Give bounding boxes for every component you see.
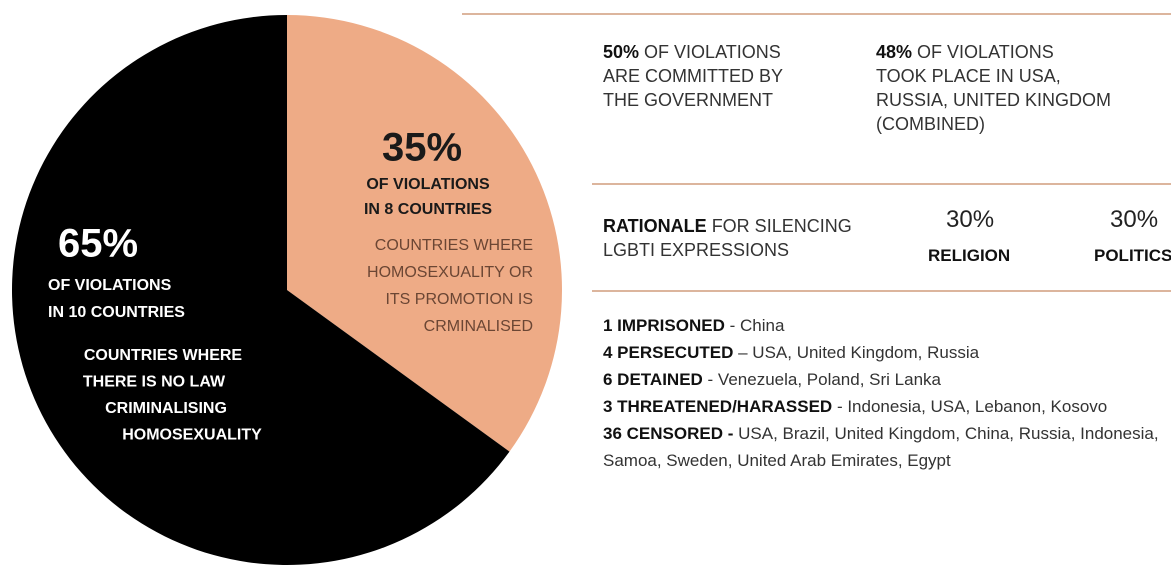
violation: 4 PERSECUTED – USA, United Kingdom, Russ… bbox=[603, 339, 1163, 366]
rationale-value: 30% bbox=[1110, 206, 1159, 233]
violation-text: USA, Brazil, United Kingdom, China, Russ… bbox=[603, 424, 1159, 470]
violation: 6 DETAINED - Venezuela, Poland, Sri Lank… bbox=[603, 366, 1163, 393]
violation-label: 6 DETAINED bbox=[603, 370, 703, 389]
rationale-line: RATIONALE FOR SILENCING bbox=[603, 214, 852, 238]
slice-subtitle: OF VIOLATIONS bbox=[366, 176, 490, 193]
rationale-line: LGBTI EXPRESSIONS bbox=[603, 240, 790, 260]
fact-line: 50% OF VIOLATIONS bbox=[603, 40, 783, 64]
pie-slice bbox=[11, 15, 510, 565]
fact-line: ARE COMMITTED BY bbox=[603, 66, 784, 86]
violation: 36 CENSORED - USA, Brazil, United Kingdo… bbox=[603, 420, 1163, 474]
rationale-value: 30% bbox=[946, 206, 995, 233]
violation-text: - China bbox=[729, 316, 785, 335]
pie-chart: 35% OF VIOLATIONS IN 8 COUNTRIES COUNTRIES … bbox=[11, 15, 562, 565]
violation: 3 THREATENED/HARASSED - Indonesia, USA, … bbox=[603, 393, 1163, 420]
value-label: 35% bbox=[382, 126, 462, 170]
pie-slice bbox=[287, 15, 562, 452]
fact: 48% OF VIOLATIONS TOOK PLACE IN USA, RUSSI… bbox=[876, 40, 1111, 136]
slice-description: ITS PROMOTION IS bbox=[385, 291, 533, 308]
fact-line: 48% OF VIOLATIONS bbox=[876, 40, 1111, 64]
fact-line: TOOK PLACE IN USA, bbox=[876, 66, 1061, 86]
violation-label: 4 PERSECUTED bbox=[603, 343, 734, 362]
violation-text: – USA, United Kingdom, Russia bbox=[738, 343, 980, 362]
rationale-text: RATIONALE FOR SILENCING LGBTI EXPRESSIONS bbox=[603, 214, 852, 262]
fact-line: (COMBINED) bbox=[876, 114, 985, 134]
divider bbox=[462, 13, 1171, 15]
slice-description: COUNTRIES WHERE bbox=[84, 347, 243, 364]
slice-subtitle: OF VIOLATIONS bbox=[48, 277, 172, 294]
fact-highlight: 50% bbox=[603, 42, 640, 62]
slice-description: HOMOSEXUALITY OR bbox=[367, 264, 533, 281]
violation-label: 3 THREATENED/HARASSED bbox=[603, 397, 833, 416]
fact-line: THE GOVERNMENT bbox=[603, 90, 774, 110]
slice-description: THERE IS NO LAW bbox=[83, 374, 226, 391]
divider bbox=[592, 183, 1171, 185]
rationale-line: FOR SILENCING bbox=[711, 216, 852, 236]
rationale-label: RELIGION bbox=[928, 246, 1011, 265]
slice-description: CRMINALISED bbox=[424, 318, 533, 335]
slice-description: COUNTRIES WHERE bbox=[375, 237, 533, 254]
rationale-label: POLITICS bbox=[1094, 246, 1171, 265]
slice-description: CRIMINALISING bbox=[105, 400, 227, 417]
violation-list: 1 IMPRISONED - China 4 PERSECUTED – USA, … bbox=[603, 312, 1163, 474]
fact: 50% OF VIOLATIONS ARE COMMITTED BY THE GOV… bbox=[603, 40, 783, 112]
fact-line: RUSSIA, UNITED KINGDOM bbox=[876, 90, 1112, 110]
slice-subtitle: IN 8 COUNTRIES bbox=[364, 201, 492, 218]
value-label: 65% bbox=[58, 222, 138, 266]
violation-label: 1 IMPRISONED bbox=[603, 316, 725, 335]
violation-text: - Venezuela, Poland, Sri Lanka bbox=[707, 370, 941, 389]
violation-text: - Indonesia, USA, Lebanon, Kosovo bbox=[836, 397, 1108, 416]
slice-subtitle: IN 10 COUNTRIES bbox=[48, 304, 185, 321]
fact-highlight: 48% bbox=[876, 42, 913, 62]
violation-label: 36 CENSORED - bbox=[603, 424, 734, 443]
rationale-highlight: RATIONALE bbox=[603, 216, 707, 236]
divider bbox=[592, 290, 1171, 292]
slice-description: HOMOSEXUALITY bbox=[122, 427, 262, 444]
violation: 1 IMPRISONED - China bbox=[603, 312, 1163, 339]
fact-text: OF VIOLATIONS bbox=[917, 42, 1054, 62]
fact-text: OF VIOLATIONS bbox=[644, 42, 781, 62]
